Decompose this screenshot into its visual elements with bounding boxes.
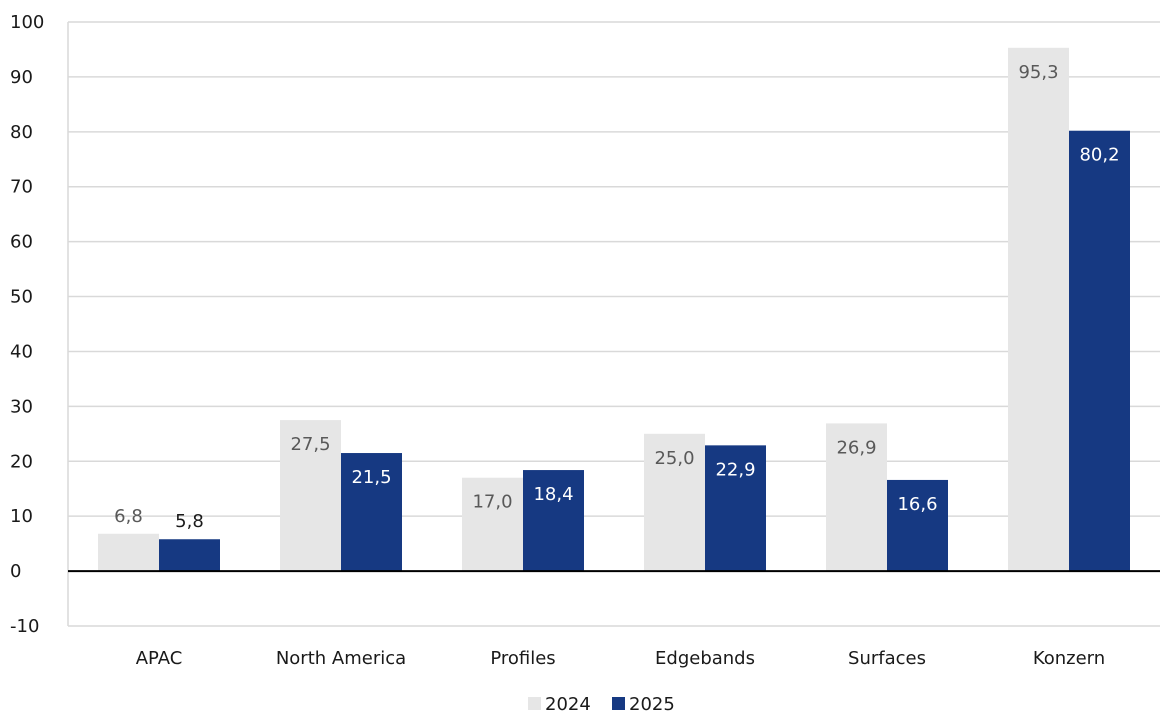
data-label: 5,8 bbox=[175, 511, 204, 532]
data-label: 26,9 bbox=[836, 437, 876, 458]
bar-2025-surfaces bbox=[887, 479, 948, 572]
bar-2024-edgebands bbox=[644, 433, 705, 572]
data-label: 18,4 bbox=[533, 484, 573, 505]
bar-2025-north-america bbox=[341, 453, 402, 572]
data-label: 80,2 bbox=[1079, 145, 1119, 166]
bar-2025-konzern bbox=[1069, 130, 1130, 572]
y-tick-label: 70 bbox=[10, 177, 33, 198]
x-tick-label: Profiles bbox=[490, 648, 555, 669]
grid-lines bbox=[67, 21, 1160, 627]
y-tick-label: 100 bbox=[10, 12, 44, 33]
bar-2024-profiles bbox=[462, 477, 523, 572]
legend-swatch-2024 bbox=[528, 697, 541, 710]
data-label: 16,6 bbox=[897, 494, 937, 515]
y-tick-label: 50 bbox=[10, 287, 33, 308]
y-tick-label: 30 bbox=[10, 396, 33, 417]
data-label: 27,5 bbox=[290, 434, 330, 455]
x-tick-label: Surfaces bbox=[848, 648, 926, 669]
y-axis: -10 0 10 20 30 40 50 60 70 80 90 100 bbox=[10, 12, 44, 637]
data-label: 17,0 bbox=[472, 492, 512, 513]
x-axis: APAC North America Profiles Edgebands Surfac… bbox=[68, 570, 1160, 669]
bar-2024-konzern bbox=[1008, 47, 1069, 572]
bar-2025-edgebands bbox=[705, 445, 766, 572]
x-tick-label: Edgebands bbox=[655, 648, 755, 669]
data-label: 95,3 bbox=[1018, 62, 1058, 83]
bar-2024-apac bbox=[98, 533, 159, 572]
bar-2025-profiles bbox=[523, 470, 584, 572]
y-tick-label: 80 bbox=[10, 122, 33, 143]
bar-2024-surfaces bbox=[826, 423, 887, 572]
bar-2024-north-america bbox=[280, 420, 341, 572]
y-tick-label: 40 bbox=[10, 341, 33, 362]
legend-label: 2024 bbox=[545, 694, 591, 715]
data-labels: 6,8 5,8 27,5 21,5 17,0 18,4 25,0 22,9 26,9 16,6 95… bbox=[114, 62, 1119, 532]
data-label: 6,8 bbox=[114, 506, 143, 527]
legend: 2024 2025 bbox=[528, 694, 675, 715]
bar-2025-apac bbox=[159, 539, 220, 572]
data-label: 21,5 bbox=[351, 467, 391, 488]
y-tick-label: 20 bbox=[10, 451, 33, 472]
y-tick-label: 90 bbox=[10, 67, 33, 88]
data-label: 25,0 bbox=[654, 448, 694, 469]
x-tick-label: Konzern bbox=[1033, 648, 1105, 669]
x-tick-label: North America bbox=[276, 648, 406, 669]
x-tick-label: APAC bbox=[136, 648, 183, 669]
y-tick-label: 10 bbox=[10, 506, 33, 527]
data-label: 22,9 bbox=[715, 459, 755, 480]
bars bbox=[98, 47, 1130, 572]
y-tick-label: 0 bbox=[10, 561, 21, 582]
y-tick-label: -10 bbox=[10, 616, 39, 637]
legend-swatch-2025 bbox=[612, 697, 625, 710]
legend-label: 2025 bbox=[629, 694, 675, 715]
y-tick-label: 60 bbox=[10, 232, 33, 253]
